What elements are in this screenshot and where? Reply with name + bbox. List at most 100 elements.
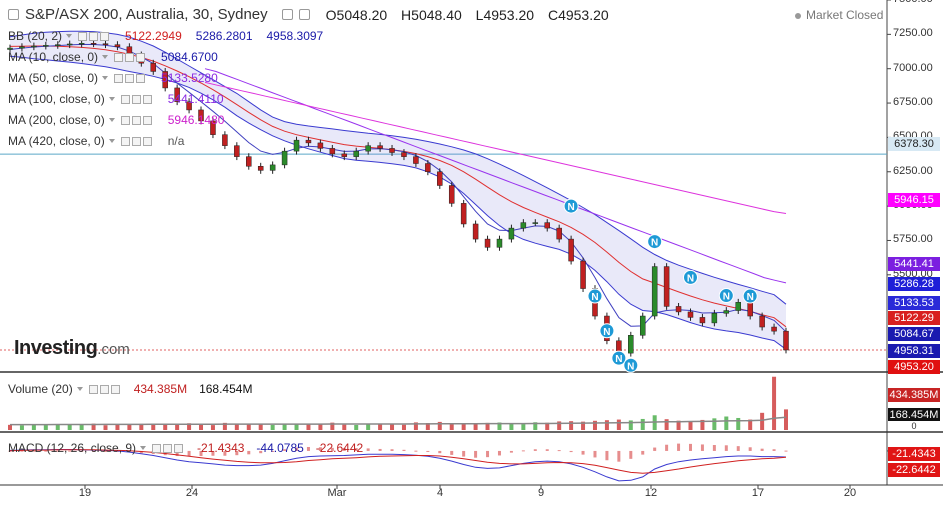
news-marker-label: N	[603, 327, 610, 338]
open-value: O5048.20	[325, 6, 388, 23]
indicator-value: 4958.3097	[266, 29, 324, 43]
macd-histogram-bar	[497, 450, 501, 456]
eye-icon[interactable]	[78, 31, 88, 41]
volume-tag: 0	[888, 421, 940, 431]
eye-icon[interactable]	[114, 52, 124, 62]
x-tick-label: 20	[843, 487, 857, 499]
indicator-row[interactable]: BB (20, 2) 5122.2949 5286.2801 4958.3097	[8, 29, 323, 43]
macd-histogram-bar	[474, 450, 478, 458]
eye-icon[interactable]	[120, 94, 130, 104]
candle-body	[723, 310, 730, 314]
eye-icon[interactable]	[152, 443, 162, 453]
macd-histogram-bar	[175, 450, 179, 457]
dropdown-arrow-icon[interactable]	[102, 55, 109, 59]
indicator-row[interactable]: MA (10, close, 0) 5084.6700	[8, 50, 218, 64]
indicator-row[interactable]: MA (200, close, 0) 5946.1480	[8, 113, 224, 127]
eye-icon[interactable]	[88, 384, 98, 394]
volume-bar	[604, 420, 609, 430]
settings-icon[interactable]	[131, 136, 141, 146]
macd-tag: -22.6442	[888, 463, 940, 477]
remove-icon[interactable]	[298, 9, 310, 20]
volume-ma-line	[10, 416, 787, 426]
candle-body	[401, 152, 407, 157]
macd-histogram-bar	[509, 450, 513, 453]
dropdown-arrow-icon[interactable]	[108, 97, 115, 101]
macd-histogram-bar	[366, 448, 370, 451]
volume-bar	[688, 421, 693, 430]
candle-body	[222, 134, 228, 146]
dropdown-arrow-icon[interactable]	[108, 139, 115, 143]
dropdown-arrow-icon[interactable]	[102, 76, 109, 80]
settings-icon[interactable]	[99, 384, 109, 394]
settings-icon[interactable]	[125, 73, 135, 83]
macd-histogram-bar	[736, 446, 740, 451]
macd-histogram-bar	[712, 445, 716, 451]
volume-legend[interactable]: Volume (20) 434.385M 168.454M	[8, 382, 252, 396]
settings-icon[interactable]	[89, 31, 99, 41]
volume-bar	[748, 419, 753, 430]
macd-histogram-bar	[700, 444, 704, 451]
macd-legend[interactable]: MACD (12, 26, close, 9) -21.4343 -44.0785-…	[8, 441, 363, 455]
volume-bar	[712, 418, 717, 430]
indicator-row[interactable]: MA (50, close, 0) 5133.5280	[8, 71, 218, 85]
volume-bar	[592, 420, 597, 430]
eye-icon[interactable]	[114, 73, 124, 83]
eye-icon[interactable]	[120, 115, 130, 125]
macd-histogram-bar	[235, 450, 239, 456]
remove-icon[interactable]	[142, 136, 152, 146]
remove-icon[interactable]	[142, 115, 152, 125]
candle-body	[281, 150, 288, 166]
dropdown-arrow-icon[interactable]	[76, 387, 83, 391]
macd-line	[9, 449, 787, 482]
volume-bar	[533, 422, 538, 430]
macd-histogram-bar	[104, 450, 108, 452]
dropdown-arrow-icon[interactable]	[66, 34, 73, 38]
remove-icon[interactable]	[100, 31, 110, 41]
dropdown-arrow-icon[interactable]	[108, 118, 115, 122]
bollinger-band-fill	[10, 31, 786, 350]
remove-icon[interactable]	[110, 384, 120, 394]
news-marker-label: N	[723, 292, 730, 303]
macd-histogram-bar	[271, 450, 275, 452]
volume-bar	[139, 423, 144, 430]
indicator-name: MA (200, close, 0)	[8, 113, 105, 127]
candle-body	[508, 227, 515, 240]
ma100-line	[204, 68, 787, 284]
volume-bar	[103, 425, 108, 430]
indicator-row[interactable]: MA (100, close, 0) 5441.4110	[8, 92, 224, 106]
macd-histogram-bar	[318, 447, 322, 451]
volume-bar	[163, 424, 168, 430]
candle-body	[317, 142, 324, 149]
volume-bar	[258, 423, 263, 430]
candle-body	[425, 163, 431, 173]
volume-bar	[616, 419, 621, 430]
candle-body	[544, 222, 550, 229]
macd-histogram-bar	[653, 447, 657, 451]
macd-histogram-bar	[80, 450, 84, 452]
settings-icon[interactable]	[163, 443, 173, 453]
macd-value: -22.6442	[315, 441, 364, 455]
settings-icon[interactable]	[131, 115, 141, 125]
indicator-value: 5122.2949	[125, 29, 182, 43]
candle-body	[568, 238, 574, 262]
collapse-icon[interactable]	[8, 9, 19, 20]
eye-icon[interactable]	[120, 136, 130, 146]
remove-icon[interactable]	[174, 443, 184, 453]
macd-histogram-bar	[677, 443, 681, 451]
news-marker-label: N	[651, 238, 658, 249]
volume-bar	[724, 416, 729, 430]
indicator-row[interactable]: MA (420, close, 0) n/a	[8, 134, 184, 148]
settings-icon[interactable]	[125, 52, 135, 62]
dropdown-arrow-icon[interactable]	[140, 446, 147, 450]
settings-icon[interactable]	[281, 9, 293, 20]
remove-icon[interactable]	[142, 94, 152, 104]
status-dot-icon	[795, 12, 801, 19]
remove-icon[interactable]	[136, 73, 146, 83]
candle-body	[484, 238, 491, 248]
candle-body	[269, 164, 276, 171]
remove-icon[interactable]	[136, 52, 146, 62]
candle-body	[675, 306, 682, 313]
settings-icon[interactable]	[131, 94, 141, 104]
news-marker-icon	[623, 357, 639, 373]
